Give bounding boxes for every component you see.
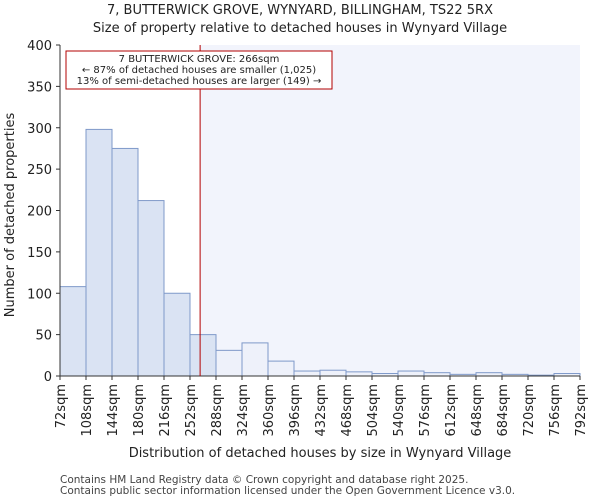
bar — [241, 342, 269, 377]
bar — [345, 371, 373, 377]
chart-title: 7, BUTTERWICK GROVE, WYNYARD, BILLINGHAM… — [107, 3, 493, 18]
x-tick-label: 324sqm — [236, 384, 251, 437]
y-axis-label: Number of detached properties — [3, 113, 18, 318]
footer-licence: Contains public sector information licen… — [60, 485, 516, 497]
y-tick-label: 350 — [27, 80, 52, 95]
bar — [293, 370, 321, 377]
x-tick-label: 612sqm — [444, 384, 459, 437]
annotation-line-2: ← 87% of detached houses are smaller (1,… — [82, 65, 316, 76]
x-tick-label: 576sqm — [418, 384, 433, 437]
y-tick-label: 200 — [27, 205, 52, 220]
x-tick-label: 288sqm — [210, 384, 225, 437]
y-tick-label: 300 — [27, 122, 52, 137]
x-tick-label: 216sqm — [158, 384, 173, 437]
y-tick-label: 250 — [27, 163, 52, 178]
bar — [111, 147, 139, 377]
x-tick-label: 252sqm — [184, 384, 199, 437]
x-tick-label: 180sqm — [132, 384, 147, 437]
bar — [267, 360, 295, 377]
x-tick-label: 144sqm — [106, 384, 121, 437]
bar — [319, 369, 347, 377]
x-tick-label: 648sqm — [470, 384, 485, 437]
bar — [163, 292, 191, 377]
x-tick-label: 396sqm — [288, 384, 303, 437]
x-tick-label: 684sqm — [496, 384, 511, 437]
x-tick-label: 72sqm — [54, 384, 69, 428]
x-tick-label: 792sqm — [574, 384, 589, 437]
x-tick-label: 468sqm — [340, 384, 355, 437]
x-tick-label: 540sqm — [392, 384, 407, 437]
bar — [85, 128, 113, 377]
bar — [59, 286, 87, 377]
x-axis-label: Distribution of detached houses by size … — [129, 446, 512, 461]
y-tick-label: 400 — [27, 39, 52, 54]
annotation-box — [65, 50, 333, 90]
x-tick-label: 720sqm — [522, 384, 537, 437]
marker-group: 7 BUTTERWICK GROVE: 266sqm← 87% of detac… — [65, 45, 333, 376]
plot-area-right — [200, 45, 580, 376]
bar — [137, 200, 165, 377]
annotation-line-3: 13% of semi-detached houses are larger (… — [77, 76, 322, 87]
y-tick-label: 0 — [44, 370, 52, 385]
x-tick-label: 360sqm — [262, 384, 277, 437]
y-tick-label: 150 — [27, 246, 52, 261]
x-axis: 72sqm 108sqm 144sqm 180sqm 216sqm 252sqm 288sq… — [54, 376, 589, 437]
chart-subtitle: Size of property relative to detached ho… — [92, 21, 508, 36]
y-tick-label: 50 — [35, 329, 52, 344]
footer-copyright: Contains HM Land Registry data © Crown c… — [60, 474, 469, 486]
y-axis: 0 50 100 150 200 250 300 350 400 — [27, 39, 580, 385]
bar — [397, 370, 425, 377]
annotation-line-1: 7 BUTTERWICK GROVE: 266sqm — [119, 54, 280, 65]
bar — [215, 349, 243, 377]
x-tick-label: 108sqm — [80, 384, 95, 437]
y-tick-label: 100 — [27, 287, 52, 302]
x-tick-label: 504sqm — [366, 384, 381, 437]
bar — [189, 334, 217, 377]
x-tick-label: 432sqm — [314, 384, 329, 437]
x-tick-label: 756sqm — [548, 384, 563, 437]
